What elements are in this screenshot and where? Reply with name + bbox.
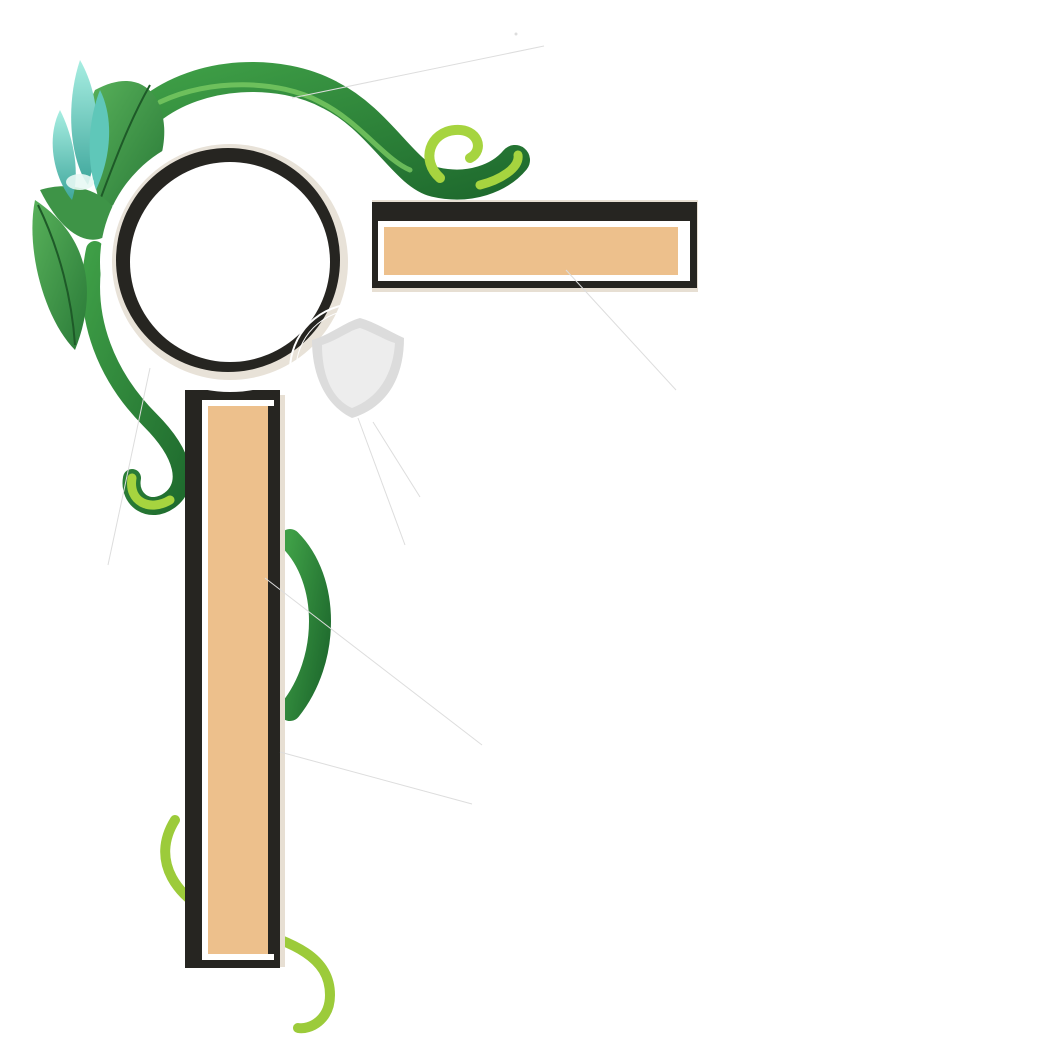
top-tendril bbox=[424, 124, 483, 183]
middle-vine bbox=[279, 529, 331, 721]
label-armor-icon: Armor Icon [static] bbox=[424, 484, 643, 510]
left-tendril bbox=[127, 473, 175, 510]
top-vine bbox=[135, 62, 530, 200]
health-bar-texture bbox=[208, 406, 268, 954]
armor-icon bbox=[289, 303, 423, 437]
label-player-icon-line1: Player Icon bbox=[6, 556, 136, 582]
top-tendril-small bbox=[475, 150, 523, 190]
health-texture-leader-line bbox=[279, 751, 473, 805]
label-frame: Frame [static] bbox=[548, 30, 711, 56]
health-bar-frame bbox=[185, 390, 280, 968]
label-player-icon-line2: Static bbox=[6, 594, 73, 620]
label-health-texture: Health bar texture red [Dynamic] bbox=[484, 810, 874, 836]
crystal-leaves bbox=[52, 60, 110, 200]
label-armor-number: Armor number [text dynamic] bbox=[410, 532, 760, 558]
health-number-leader-line bbox=[264, 577, 483, 746]
frame-leader-line bbox=[291, 45, 545, 99]
player-icon-ring bbox=[100, 132, 360, 392]
frame-leader-dot bbox=[514, 32, 518, 36]
armor-number-leader-line bbox=[357, 417, 406, 546]
label-player-name: Player name [Dynamic] bbox=[678, 376, 954, 402]
player-name-leader-line bbox=[565, 269, 677, 391]
player-name-field bbox=[384, 227, 678, 275]
armor-icon-leader-line bbox=[372, 421, 421, 498]
player-icon-leader-line bbox=[107, 367, 151, 566]
label-health-number: Health bar number [text dynamic] bbox=[488, 736, 889, 762]
name-bar-frame bbox=[372, 200, 698, 292]
leader-lines bbox=[107, 45, 677, 805]
